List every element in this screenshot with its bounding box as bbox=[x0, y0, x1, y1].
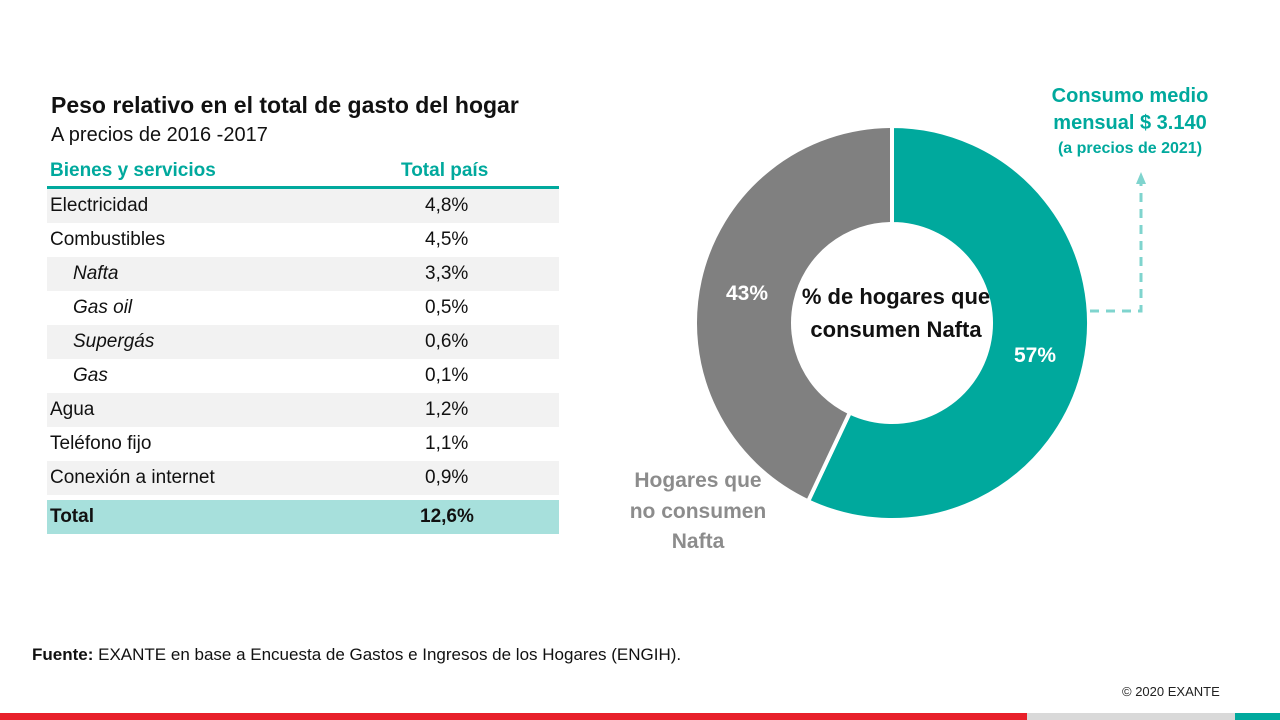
copyright: © 2020 EXANTE bbox=[1122, 684, 1220, 699]
row-label: Supergás bbox=[73, 331, 155, 352]
row-label: Gas oil bbox=[73, 297, 133, 318]
spending-table: Bienes y servicios Total país Electricid… bbox=[47, 155, 559, 534]
slice-label-consumers: 57% bbox=[1014, 344, 1057, 367]
table-row: Combustibles 4,5% bbox=[47, 223, 559, 257]
row-label: Electricidad bbox=[50, 195, 149, 216]
footer-bar-teal bbox=[1235, 713, 1280, 720]
donut-slice-non-consumers bbox=[693, 123, 894, 504]
source-note: Fuente: EXANTE en base a Encuesta de Gas… bbox=[32, 645, 681, 665]
row-value: 0,9% bbox=[425, 467, 469, 488]
callout-line-3: (a precios de 2021) bbox=[1057, 140, 1203, 157]
table-row: Gas oil 0,5% bbox=[47, 291, 559, 325]
header-goods-services: Bienes y servicios bbox=[50, 160, 216, 181]
callout-line-2: mensual $ 3.140 bbox=[1053, 112, 1207, 134]
row-label: Conexión a internet bbox=[50, 467, 215, 488]
row-value: 0,1% bbox=[425, 365, 469, 386]
non-consumers-label: Hogares que no consumen Nafta bbox=[629, 469, 767, 553]
footer-bar-red bbox=[0, 713, 1027, 720]
row-value: 0,6% bbox=[425, 331, 469, 352]
table-row: Teléfono fijo 1,1% bbox=[47, 427, 559, 461]
donut-chart bbox=[693, 123, 1091, 522]
row-value: 4,8% bbox=[425, 195, 469, 216]
callout-line-1: Consumo medio bbox=[1051, 85, 1209, 107]
header-total-country: Total país bbox=[401, 160, 489, 181]
row-value: 3,3% bbox=[425, 263, 469, 284]
table-row: Supergás 0,6% bbox=[47, 325, 559, 359]
connector-arrowhead-icon bbox=[1136, 172, 1146, 184]
table-total-row: Total 12,6% bbox=[47, 500, 559, 534]
table-row: Agua 1,2% bbox=[47, 393, 559, 427]
table-row: Conexión a internet 0,9% bbox=[47, 461, 559, 495]
row-value: 4,5% bbox=[425, 229, 469, 250]
row-value: 1,2% bbox=[425, 399, 469, 420]
table-row: Gas 0,1% bbox=[47, 359, 559, 393]
table-row: Electricidad 4,8% bbox=[47, 189, 559, 223]
connector-dashed-line bbox=[1090, 182, 1143, 313]
table-row: Nafta 3,3% bbox=[47, 257, 559, 291]
total-value: 12,6% bbox=[420, 506, 474, 527]
row-label: Combustibles bbox=[50, 229, 166, 250]
callout-connector-arrow bbox=[1090, 172, 1146, 313]
table-header: Bienes y servicios Total país bbox=[47, 155, 559, 189]
row-label: Teléfono fijo bbox=[50, 433, 152, 454]
slice-label-non-consumers: 43% bbox=[726, 282, 769, 305]
table-title: Peso relativo en el total de gasto del h… bbox=[51, 92, 519, 118]
total-label: Total bbox=[50, 506, 94, 527]
consumption-callout: Consumo medio mensual $ 3.140 (a precios… bbox=[1040, 83, 1220, 161]
donut-slice-consumers bbox=[805, 123, 1091, 522]
row-value: 0,5% bbox=[425, 297, 469, 318]
table-subtitle: A precios de 2016 -2017 bbox=[51, 124, 268, 146]
source-text: EXANTE en base a Encuesta de Gastos e In… bbox=[98, 645, 682, 664]
row-label: Agua bbox=[50, 399, 95, 420]
row-label: Gas bbox=[73, 365, 108, 386]
source-label: Fuente: bbox=[32, 645, 94, 664]
row-value: 1,1% bbox=[425, 433, 469, 454]
donut-center-label: % de hogares que consumen Nafta bbox=[801, 284, 991, 342]
footer-bar-gray bbox=[1027, 713, 1235, 720]
row-label: Nafta bbox=[73, 263, 119, 284]
